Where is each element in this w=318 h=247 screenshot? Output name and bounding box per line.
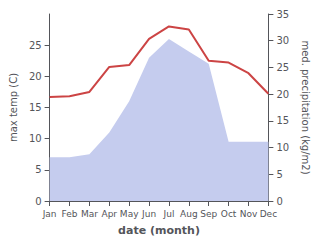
svg-text:5: 5 [276, 169, 282, 180]
svg-text:5: 5 [35, 164, 41, 175]
svg-text:Aug: Aug [180, 209, 198, 219]
svg-text:20: 20 [29, 71, 42, 82]
svg-text:max temp (C): max temp (C) [8, 73, 19, 142]
svg-text:Dec: Dec [260, 209, 277, 219]
svg-text:Mar: Mar [81, 209, 98, 219]
svg-text:0: 0 [276, 196, 282, 207]
svg-text:35: 35 [276, 9, 289, 20]
svg-text:med. precipitation (kg/m2): med. precipitation (kg/m2) [300, 40, 311, 174]
svg-text:date (month): date (month) [118, 224, 200, 237]
svg-text:25: 25 [276, 62, 289, 73]
svg-text:Jul: Jul [163, 209, 175, 219]
svg-text:Oct: Oct [221, 209, 237, 219]
svg-text:Apr: Apr [101, 209, 117, 219]
svg-text:May: May [120, 209, 139, 219]
svg-text:Jan: Jan [42, 209, 57, 219]
svg-text:15: 15 [29, 102, 42, 113]
svg-text:15: 15 [276, 115, 289, 126]
svg-text:Feb: Feb [62, 209, 78, 219]
svg-text:Sep: Sep [200, 209, 217, 219]
svg-text:0: 0 [35, 196, 41, 207]
svg-text:30: 30 [276, 35, 289, 46]
svg-text:10: 10 [29, 133, 42, 144]
svg-text:Nov: Nov [240, 209, 258, 219]
svg-text:25: 25 [29, 40, 42, 51]
svg-text:20: 20 [276, 89, 289, 100]
svg-text:Jun: Jun [141, 209, 156, 219]
svg-text:10: 10 [276, 142, 289, 153]
